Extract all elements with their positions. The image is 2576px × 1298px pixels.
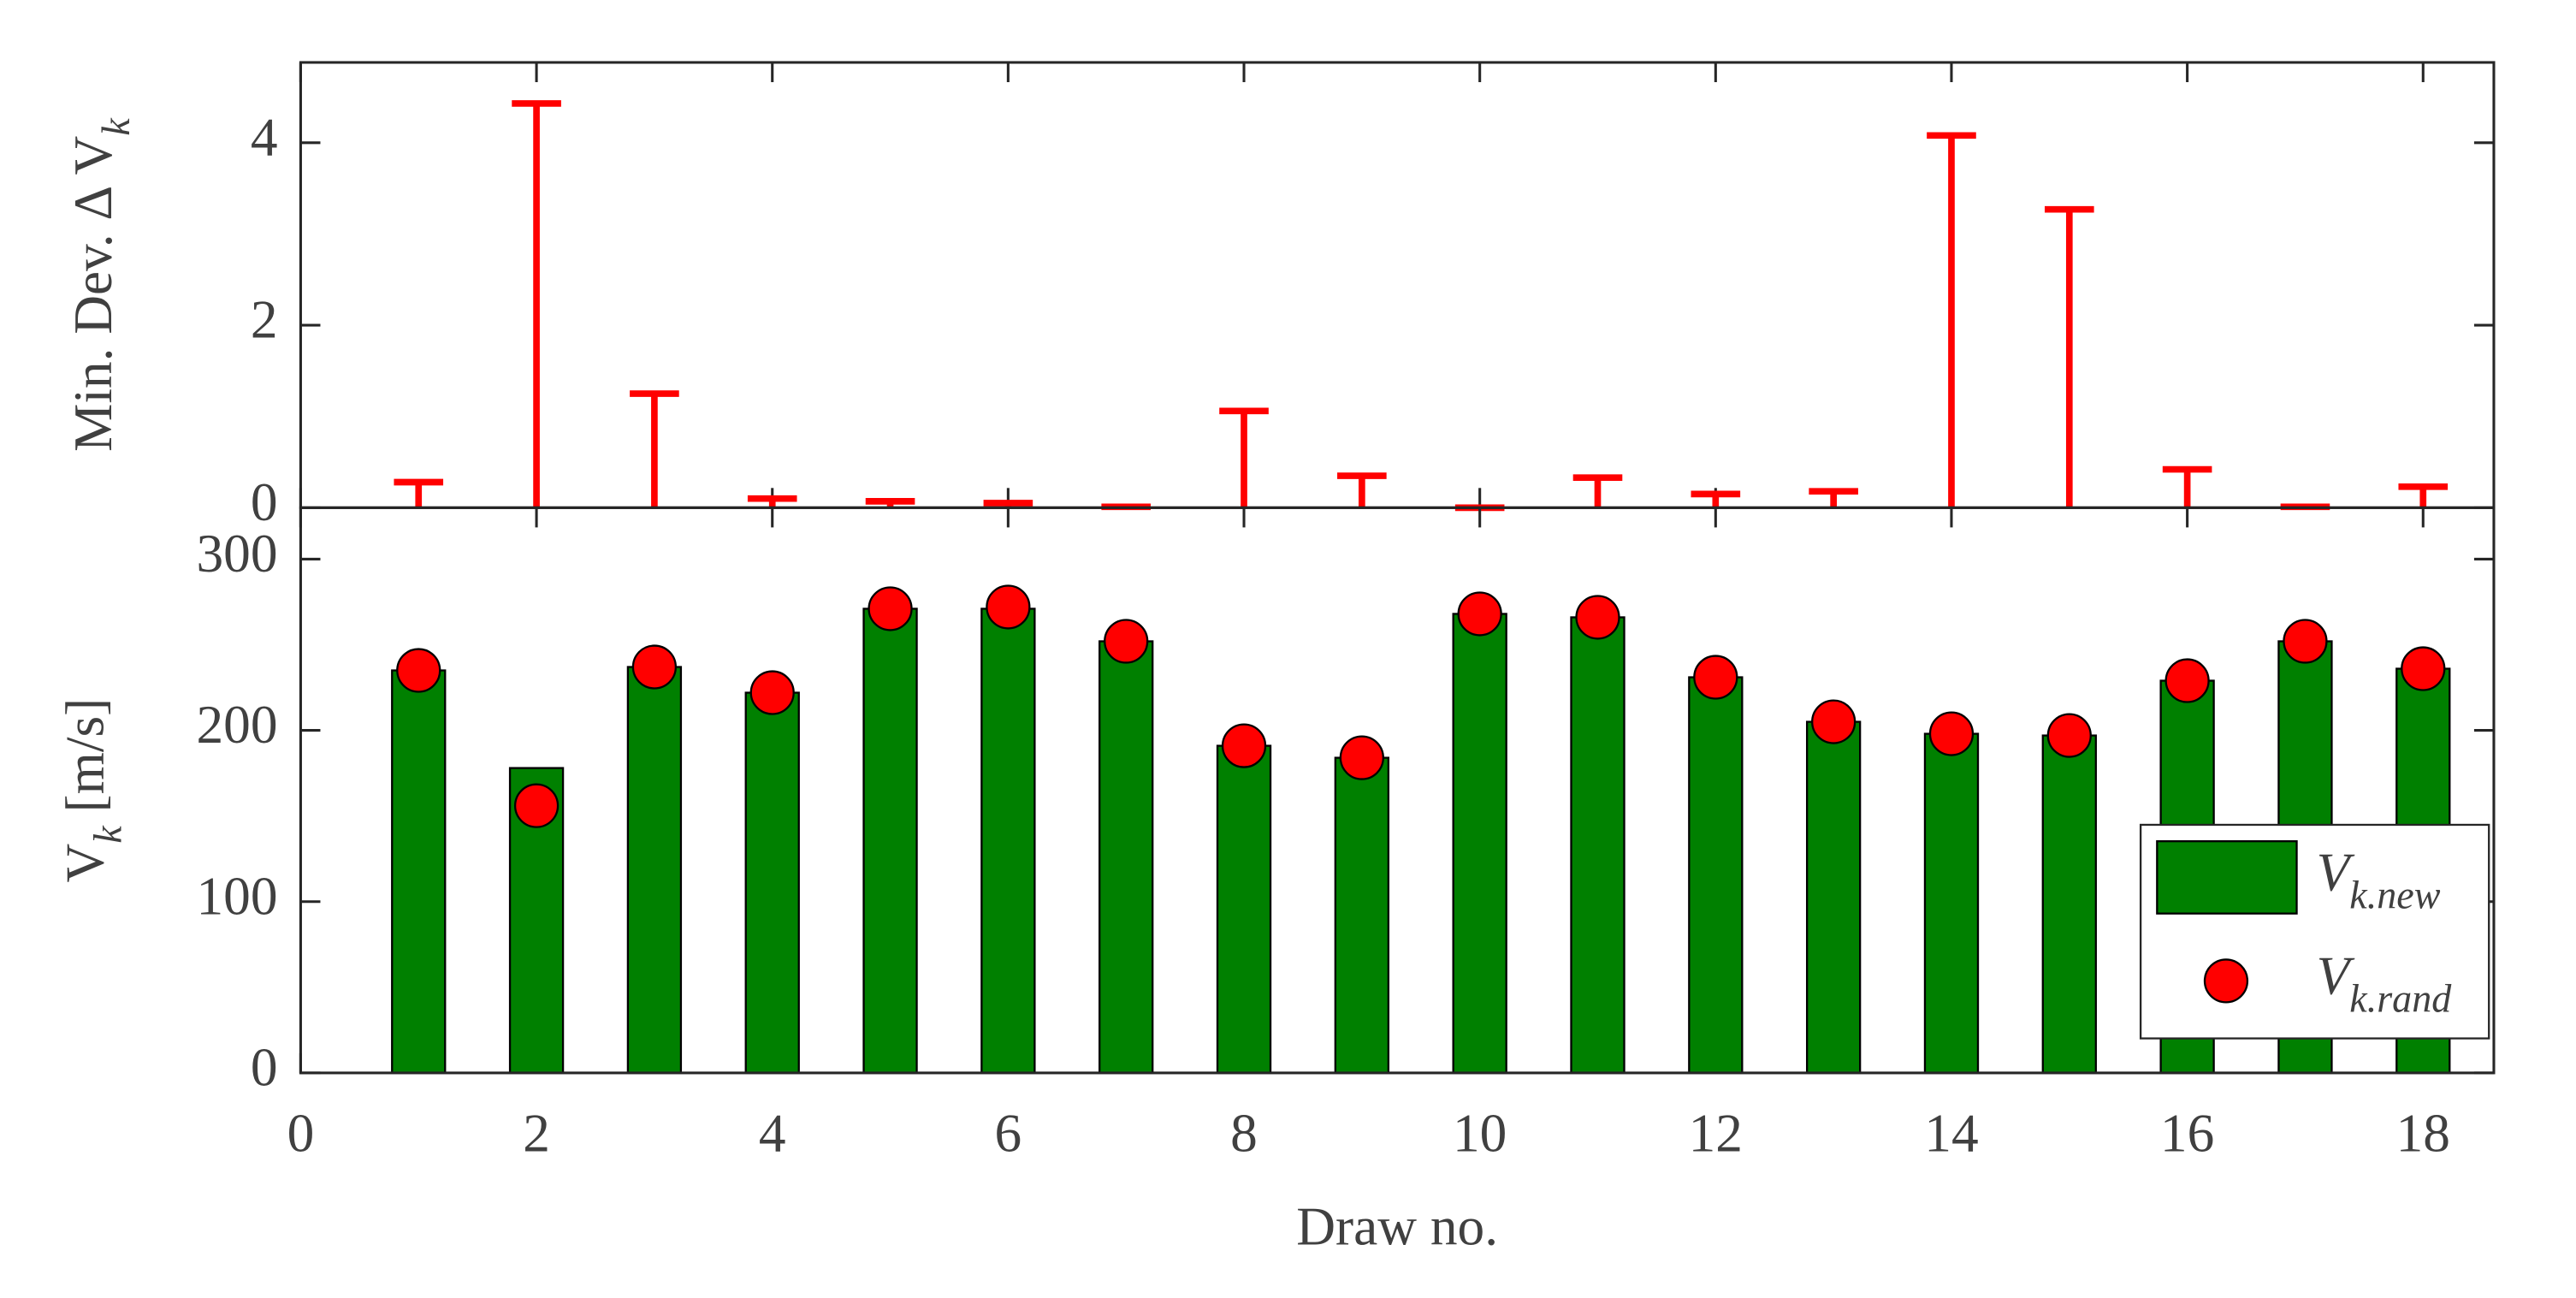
- bar: [1452, 613, 1507, 1075]
- x-tick-label: 2: [523, 1103, 550, 1163]
- point: [986, 584, 1031, 630]
- y-tick-label: 4: [251, 107, 278, 167]
- bar: [1688, 676, 1744, 1075]
- y-tick-label: 200: [196, 695, 277, 755]
- bar: [1334, 756, 1390, 1075]
- bar: [1570, 616, 1626, 1075]
- bar: [1099, 640, 1154, 1075]
- bar: [1805, 720, 1862, 1075]
- y-tick-label: 2: [251, 290, 278, 350]
- bar: [744, 691, 800, 1075]
- x-tick-label: 10: [1453, 1103, 1507, 1163]
- point: [1457, 591, 1502, 637]
- point: [513, 783, 560, 828]
- x-tick-label: 6: [995, 1103, 1022, 1163]
- point: [2401, 646, 2446, 691]
- x-tick-label: 8: [1230, 1103, 1258, 1163]
- point: [2046, 713, 2092, 758]
- axes-box: [299, 61, 2496, 509]
- x-tick-label: 12: [1689, 1103, 1743, 1163]
- y-tick-label: 300: [196, 524, 277, 584]
- bar: [626, 666, 683, 1075]
- point: [1339, 735, 1384, 780]
- y-tick-label: 0: [251, 472, 278, 532]
- point: [1104, 619, 1149, 664]
- point: [868, 586, 913, 631]
- point: [2283, 619, 2328, 664]
- y-tick-label: 0: [251, 1037, 278, 1097]
- legend-label: Vk.new: [2317, 842, 2441, 917]
- point: [1221, 723, 1267, 768]
- bar: [1216, 744, 1272, 1075]
- bar: [862, 608, 918, 1075]
- bar: [391, 669, 447, 1075]
- point: [2164, 658, 2210, 703]
- y-tick-label: 100: [196, 866, 277, 926]
- x-tick-label: 4: [759, 1103, 786, 1163]
- point: [1693, 655, 1738, 700]
- x-tick-label: 16: [2160, 1103, 2214, 1163]
- bar: [2041, 734, 2097, 1075]
- legend-swatch: [2156, 840, 2298, 915]
- legend-swatch: [2203, 958, 2249, 1004]
- y-axis-label: Vk [m/s]: [55, 698, 130, 883]
- x-tick-label: 0: [287, 1103, 315, 1163]
- point: [749, 670, 795, 715]
- legend: Vk.new Vk.rand: [2139, 823, 2490, 1040]
- legend-label: Vk.rand: [2317, 945, 2453, 1021]
- point: [396, 648, 441, 693]
- bar: [980, 608, 1036, 1075]
- axes-box: [299, 506, 2496, 1075]
- point: [1811, 699, 1856, 744]
- bar: [1923, 732, 1980, 1075]
- point: [1928, 711, 1975, 756]
- x-tick-label: 14: [1924, 1103, 1978, 1163]
- point: [1575, 595, 1620, 640]
- y-axis-label: Min. Dev. Δ Vk: [63, 117, 139, 452]
- point: [631, 644, 678, 690]
- x-axis-label: Draw no.: [1296, 1197, 1498, 1257]
- x-tick-label: 18: [2396, 1103, 2450, 1163]
